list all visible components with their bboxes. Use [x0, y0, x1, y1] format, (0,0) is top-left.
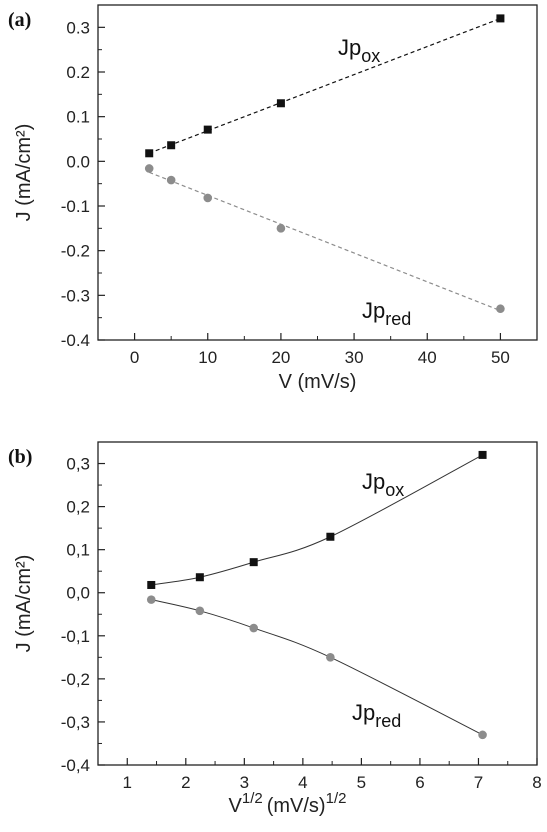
- series-label-main: Jp: [352, 700, 375, 725]
- series-label-main: Jp: [338, 35, 361, 60]
- x-tick-label: 7: [474, 773, 483, 792]
- x-tick-label: 5: [357, 773, 366, 792]
- data-point-red: [276, 224, 286, 233]
- data-point-red: [478, 730, 487, 740]
- data-point-red: [195, 606, 205, 616]
- series-label-main: Jp: [362, 298, 385, 323]
- series-label-sub: red: [385, 309, 411, 329]
- data-point-ox: [147, 580, 156, 589]
- x-tick-label: 8: [532, 773, 541, 792]
- y-axis-label: J (mA/cm²): [13, 555, 35, 653]
- data-point-ox: [496, 14, 505, 23]
- y-tick-label: 0.0: [66, 152, 90, 171]
- x-tick-label: 4: [298, 773, 307, 792]
- plot-frame: [97, 4, 538, 341]
- x-tick-label: 0: [130, 348, 139, 367]
- chart-panel-a: 0 10 20 30 40 50 -0.4 -0.3 -0.2 -0.1 0.0 0.1 0.2 0.3 (…: [8, 4, 538, 393]
- y-tick-label: -0.3: [61, 286, 90, 305]
- y-tick-label: 0.1: [66, 108, 90, 127]
- series-label-ox: Jpox: [362, 469, 404, 500]
- x-tick-label: 6: [415, 773, 424, 792]
- y-tick-label: -0.1: [61, 197, 90, 216]
- data-point-red: [146, 595, 156, 604]
- x-axis-label-sup: 1/2: [242, 790, 263, 807]
- y-tick-label: -0,3: [61, 713, 90, 732]
- x-axis-label-main: V: [229, 795, 243, 817]
- data-point-red: [249, 623, 258, 633]
- data-point-ox: [478, 450, 487, 459]
- series-label-sub: ox: [385, 480, 404, 500]
- plot-frame: [97, 441, 538, 766]
- x-tick-label: 10: [198, 348, 217, 367]
- data-point-ox: [203, 125, 212, 134]
- x-tick-label: 20: [271, 348, 290, 367]
- data-point-ox: [145, 149, 154, 158]
- fit-line-ox: [149, 17, 501, 154]
- y-tick-label: -0,2: [61, 670, 90, 689]
- series-label-sub: red: [375, 711, 401, 731]
- x-tick-label: 3: [240, 773, 249, 792]
- data-point-ox: [167, 141, 176, 150]
- y-tick-label: -0,4: [61, 756, 90, 775]
- x-tick-label: 50: [491, 348, 510, 367]
- data-point-ox: [249, 558, 258, 567]
- y-tick-label: 0.3: [66, 18, 90, 37]
- y-tick-label: -0,1: [61, 627, 90, 646]
- y-tick-label: 0,2: [66, 498, 90, 517]
- x-axis-label-unit-sup: 1/2: [326, 790, 347, 807]
- data-point-red: [326, 653, 335, 662]
- x-axis-label: V1/2 (mV/s)1/2: [229, 790, 347, 817]
- panel-label: (b): [8, 446, 32, 468]
- y-tick-label: -0.4: [61, 331, 90, 350]
- data-point-ox: [195, 573, 204, 582]
- y-tick-label: 0,0: [66, 584, 90, 603]
- x-axis-label-unit: (mV/s): [267, 795, 326, 817]
- y-tick-label: 0,3: [66, 455, 90, 474]
- x-tick-label: 40: [418, 348, 437, 367]
- series-label-red: Jpred: [352, 700, 401, 731]
- x-tick-label: 30: [345, 348, 364, 367]
- x-axis-label: V (mV/s): [279, 371, 357, 393]
- data-point-ox: [276, 99, 285, 108]
- y-tick-label: 0.2: [66, 63, 90, 82]
- series-label-sub: ox: [361, 46, 380, 66]
- data-point-red: [203, 193, 213, 203]
- x-tick-label: 1: [123, 773, 132, 792]
- data-point-red: [166, 175, 176, 185]
- y-axis-label: J (mA/cm²): [13, 124, 35, 222]
- series-label-red: Jpred: [362, 298, 411, 329]
- data-point-red: [496, 304, 505, 314]
- y-tick-label: -0.2: [61, 242, 90, 261]
- chart-panel-b: 1 2 3 4 5 6 7 8 -0,4 -0,3 -0,2 -0,1 0,0 0,1 0,2 0,3 (b) J…: [8, 441, 542, 817]
- fit-line-red: [148, 171, 501, 312]
- data-point-ox: [326, 532, 335, 541]
- series-label-main: Jp: [362, 469, 385, 494]
- y-tick-label: 0,1: [66, 541, 90, 560]
- series-label-ox: Jpox: [338, 35, 380, 66]
- fit-curve-ox: [151, 454, 483, 586]
- fit-curve-red: [151, 599, 483, 736]
- data-point-red: [144, 164, 154, 173]
- x-tick-label: 2: [181, 773, 190, 792]
- panel-label: (a): [8, 9, 31, 31]
